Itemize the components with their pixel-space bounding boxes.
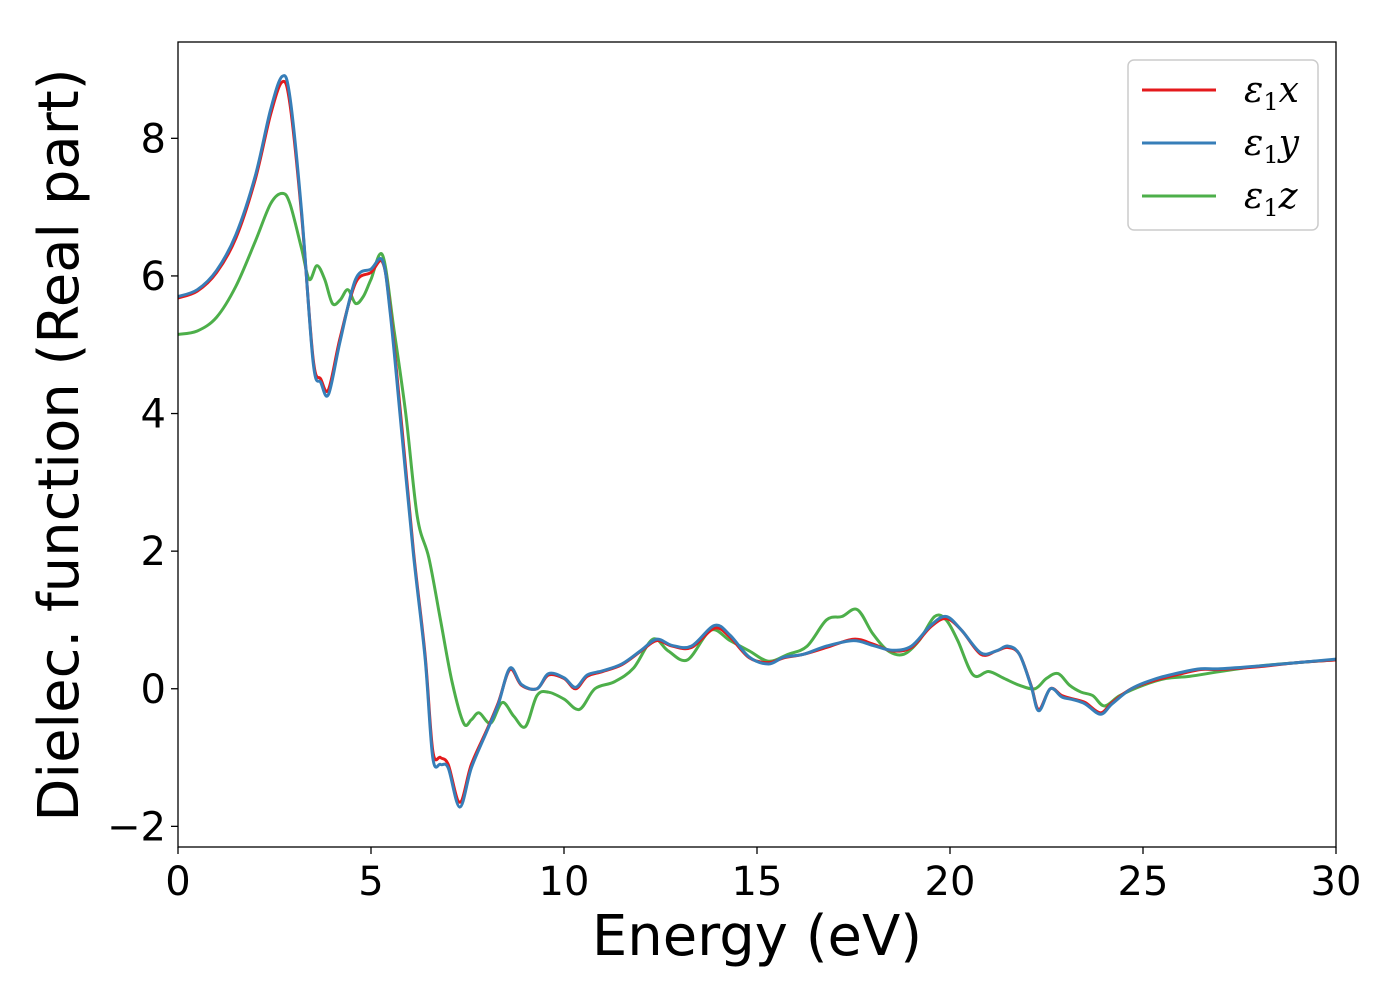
series-layer [178,74,1336,809]
x-axis: 0 5 10 15 20 25 30 [165,847,1361,905]
legend-box [1127,59,1319,231]
x-tick-label: 20 [925,859,976,905]
x-tick-label: 10 [539,859,590,905]
x-tick-label: 0 [165,859,190,905]
x-tick-label: 5 [358,859,383,905]
legend-label-x: ε1x [1244,70,1299,116]
legend-label-y: ε1y [1244,123,1300,169]
y-tick-label: 8 [141,116,166,162]
x-tick-label: 30 [1311,859,1362,905]
x-tick-label: 15 [732,859,783,905]
y-axis-label: Dielec. function (Real part) [27,68,92,821]
y-tick-label: −2 [107,804,166,850]
y-tick-label: 2 [141,529,166,575]
x-tick-label: 25 [1118,859,1169,905]
y-axis: −2 0 2 4 6 8 [107,116,178,850]
legend: ε1x ε1y ε1z [1127,59,1319,231]
y-tick-label: 0 [141,667,166,713]
series-line-y [178,74,1336,809]
x-axis-label: Energy (eV) [592,904,922,969]
legend-label-z: ε1z [1244,176,1299,222]
y-tick-label: 6 [141,254,166,300]
y-tick-label: 4 [141,392,166,438]
series-line-z [178,191,1336,729]
